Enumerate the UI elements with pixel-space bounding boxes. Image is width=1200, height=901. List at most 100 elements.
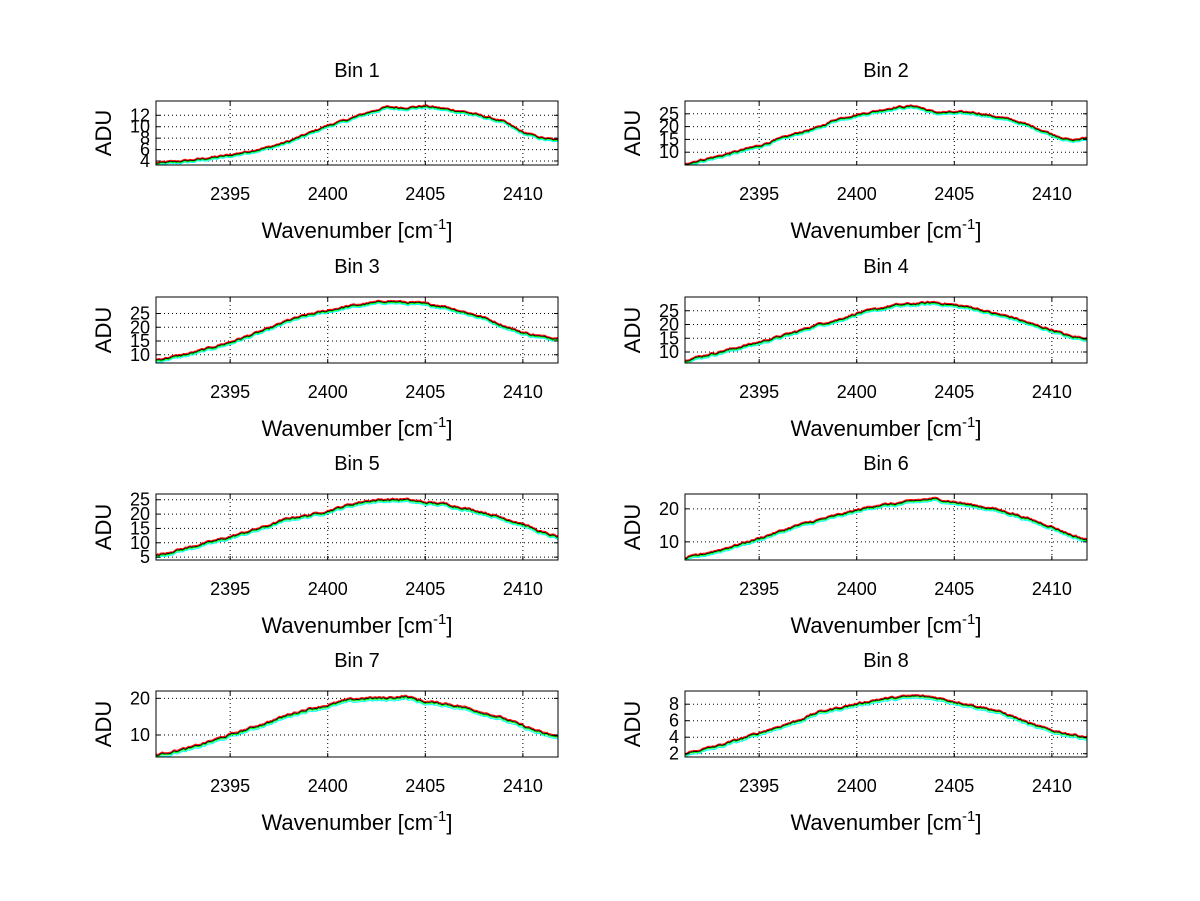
y-axis-label: ADU	[91, 110, 116, 156]
series-line-2	[685, 106, 1088, 166]
y-tick-label: 20	[130, 504, 150, 524]
series-line-3	[155, 300, 559, 361]
x-tick-label: 2395	[739, 382, 779, 402]
y-tick-label: 10	[659, 142, 679, 162]
series-line-1	[684, 697, 1088, 758]
x-tick-label: 2400	[308, 776, 348, 796]
x-tick-label: 2410	[503, 184, 543, 204]
subplot-title: Bin 3	[334, 256, 380, 278]
series-line-1	[685, 107, 1088, 166]
y-tick-label: 2	[669, 744, 679, 764]
x-axis-label: Wavenumber [cm-1]	[790, 808, 981, 835]
axes-box	[684, 296, 1088, 364]
x-tick-label: 2405	[405, 776, 445, 796]
x-axis-label: Wavenumber [cm-1]	[261, 611, 452, 638]
x-tick-label: 2395	[739, 184, 779, 204]
y-tick-label: 10	[130, 725, 150, 745]
axes-box	[684, 690, 1088, 758]
series-line-4	[685, 104, 1088, 164]
y-tick-label: 10	[659, 532, 679, 552]
x-axis-label: Wavenumber [cm-1]	[790, 611, 981, 638]
axes-box	[684, 100, 1088, 166]
y-tick-label: 4	[669, 727, 679, 747]
axes-box	[155, 493, 559, 561]
series-line-4	[155, 497, 559, 556]
plot-area	[156, 101, 558, 165]
x-tick-label: 2410	[503, 382, 543, 402]
series-line-2	[155, 696, 559, 758]
y-tick-label: 25	[659, 301, 679, 321]
series-line-3	[685, 497, 1088, 559]
y-tick-label: 10	[659, 342, 679, 362]
x-tick-label: 2405	[405, 579, 445, 599]
y-tick-label: 20	[659, 315, 679, 335]
x-axis-label: Wavenumber [cm-1]	[790, 216, 981, 243]
y-tick-label: 5	[140, 547, 150, 567]
series-line-1	[155, 500, 559, 559]
y-tick-label: 15	[659, 328, 679, 348]
series-line-3	[155, 695, 559, 757]
x-tick-label: 2400	[837, 579, 877, 599]
subplot-title: Bin 6	[863, 453, 909, 475]
y-tick-label: 10	[130, 117, 150, 137]
y-tick-label: 12	[130, 105, 150, 125]
x-tick-label: 2400	[837, 184, 877, 204]
y-axis-label: ADU	[91, 307, 116, 353]
y-tick-label: 10	[130, 533, 150, 553]
y-tick-label: 6	[140, 140, 150, 160]
series-line-2	[684, 498, 1088, 560]
x-tick-label: 2400	[308, 382, 348, 402]
y-tick-label: 20	[130, 317, 150, 337]
x-tick-label: 2410	[1032, 776, 1072, 796]
x-tick-label: 2400	[308, 579, 348, 599]
axes-box	[155, 100, 559, 166]
subplot-title: Bin 7	[334, 650, 380, 672]
subplot-title: Bin 2	[863, 60, 909, 82]
y-tick-label: 20	[659, 117, 679, 137]
x-tick-label: 2405	[934, 382, 974, 402]
series-line-1	[155, 302, 559, 363]
subplot-title: Bin 8	[863, 650, 909, 672]
x-tick-label: 2395	[739, 579, 779, 599]
x-tick-label: 2405	[405, 382, 445, 402]
y-tick-label: 4	[140, 151, 150, 171]
x-tick-label: 2405	[405, 184, 445, 204]
x-axis-label: Wavenumber [cm-1]	[261, 808, 452, 835]
x-axis-label: Wavenumber [cm-1]	[261, 414, 452, 441]
series-line-3	[684, 301, 1088, 362]
y-tick-label: 6	[669, 711, 679, 731]
y-tick-label: 10	[130, 345, 150, 365]
x-tick-label: 2405	[934, 579, 974, 599]
y-tick-label: 20	[130, 688, 150, 708]
series-line-4	[155, 299, 559, 360]
series-line-2	[155, 499, 559, 558]
y-tick-label: 20	[659, 499, 679, 519]
series-line-2	[155, 301, 559, 362]
x-tick-label: 2410	[503, 776, 543, 796]
y-axis-label: ADU	[91, 701, 116, 747]
y-tick-label: 25	[130, 490, 150, 510]
y-tick-label: 8	[669, 694, 679, 714]
series-line-1	[156, 698, 559, 758]
x-tick-label: 2400	[837, 382, 877, 402]
y-tick-label: 25	[659, 104, 679, 124]
x-tick-label: 2400	[837, 776, 877, 796]
y-tick-label: 8	[140, 128, 150, 148]
y-tick-label: 15	[659, 129, 679, 149]
x-tick-label: 2405	[934, 776, 974, 796]
series-line-4	[155, 104, 559, 164]
subplot-title: Bin 5	[334, 453, 380, 475]
x-tick-label: 2395	[210, 382, 250, 402]
subplot-bin-6: 2395 2400 2405 2410 10 20 Bin 6 Wavenumber [cm-…	[620, 453, 1088, 638]
x-tick-label: 2410	[1032, 579, 1072, 599]
series-line-4	[155, 694, 559, 755]
x-tick-label: 2395	[739, 776, 779, 796]
series-line-3	[155, 105, 559, 164]
x-tick-label: 2395	[210, 579, 250, 599]
plot-area	[685, 691, 1087, 757]
x-tick-label: 2395	[210, 184, 250, 204]
